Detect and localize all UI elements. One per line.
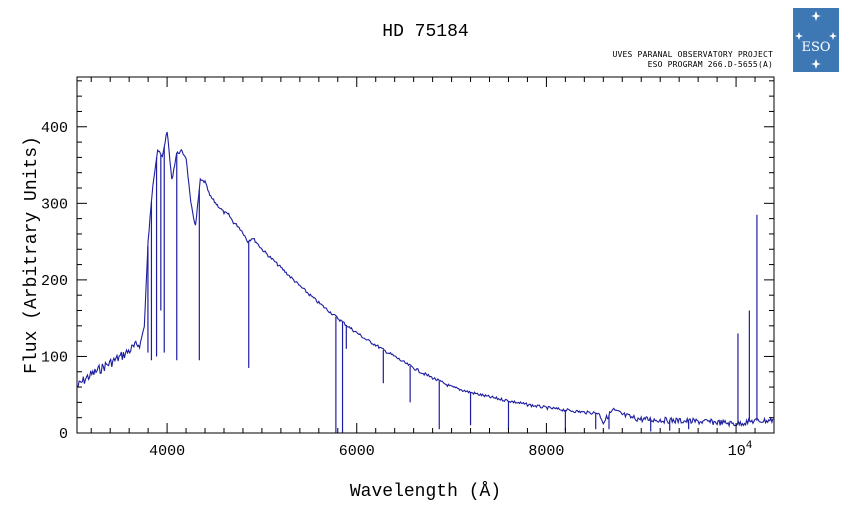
plot-marks [77,131,774,433]
x-tick-label: 8000 [528,443,564,460]
credit-line-2: ESO PROGRAM 266.D-5655(A) [647,60,773,69]
y-tick-label: 100 [41,349,68,366]
axis-ticks: 4000 6000 8000 104 0 100 200 300 400 [41,77,775,460]
y-tick-label: 400 [41,120,68,137]
x-tick-label: 104 [728,440,753,460]
eso-logo-lettering: ESO [801,40,830,55]
x-tick-exponent: 4 [746,440,753,452]
y-axis-label: Flux (Arbitrary Units) [22,136,42,374]
x-axis-label: Wavelength (Å) [350,481,501,502]
eso-logo-stars [795,11,837,69]
eso-logo: ESO [793,8,839,72]
y-tick-label: 200 [41,273,68,290]
y-tick-label: 300 [41,196,68,213]
chart-title: HD 75184 [382,22,469,42]
plot-frame [76,76,775,434]
x-tick-label: 4000 [149,443,185,460]
y-tick-label: 0 [59,426,68,443]
x-tick-label: 6000 [339,443,375,460]
spectrum-series-line [77,131,774,428]
credit-line-1: UVES PARANAL OBSERVATORY PROJECT [612,50,773,59]
